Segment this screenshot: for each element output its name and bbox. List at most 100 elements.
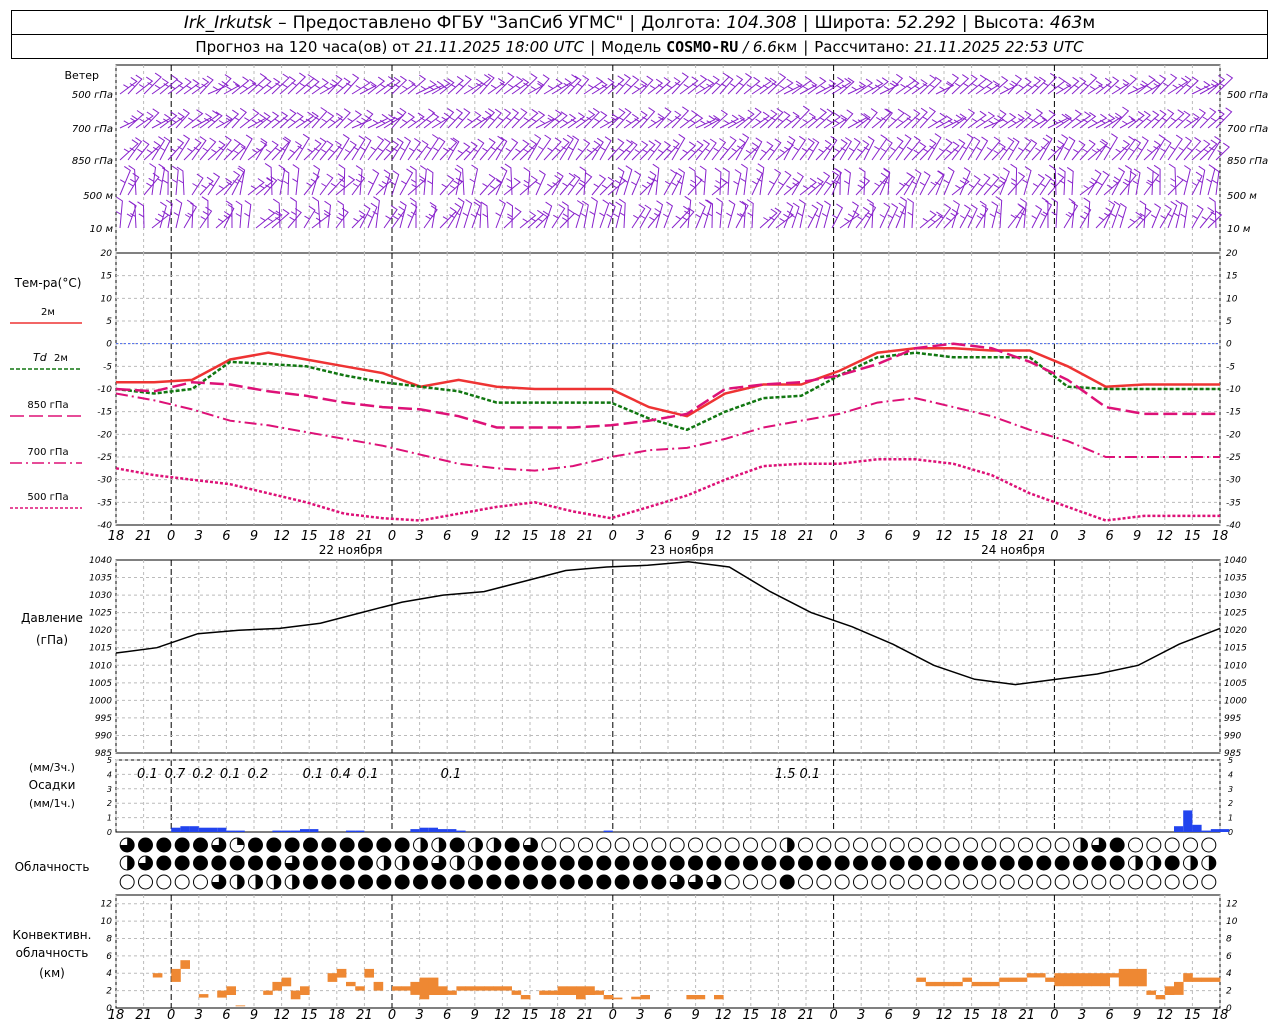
wind-barb [1159,204,1172,229]
wind-barb [702,199,712,229]
cloud-cover-symbol [1164,874,1180,890]
cloud-circle [1054,874,1070,890]
cloud-cover-symbol [229,874,245,890]
wind-barb [639,107,656,129]
temp-hour-tick-label: 12 [273,529,290,544]
conv-hour-tick-label: 21 [135,1008,152,1023]
wind-barb [622,165,633,196]
cloud-cover-symbol [1036,837,1052,853]
cloud-circle [871,855,887,871]
wind-barb [335,207,349,229]
cloud-cover-symbol [633,855,648,871]
conv-hour-tick-label: 12 [1157,1008,1174,1023]
wind-barb [151,136,166,161]
latitude-label: Широта: [814,12,891,33]
wind-barb [722,167,730,196]
wind-barb [887,203,899,229]
cloud-three-quarter [431,856,446,871]
computed-time: 21.11.2025 22:53 UTC [914,37,1084,56]
conv-cloud-bar [612,997,623,1000]
cloud-circle [743,855,758,871]
conv-hour-tick-label: 3 [636,1008,644,1023]
temp-ytick-label-right: -20 [1226,430,1241,440]
wind-barb [739,200,747,229]
wind-barb [171,165,179,196]
wind-barb [399,136,412,161]
cloud-circle [559,855,575,871]
cloud-half [1153,856,1161,871]
conv-cloud-bar [980,981,991,987]
wind-barb [719,114,740,129]
cloud-circle [761,855,777,871]
cloud-cover-symbol [743,874,758,890]
wind-barb [263,77,281,95]
wind-barb [815,79,837,95]
cloud-cover-symbol [834,874,850,890]
cloud-cover-symbol [1164,855,1180,871]
wind-barb [1095,138,1109,161]
cloud-cover-symbol [614,837,630,853]
wind-barb [735,72,753,95]
wind-barb [543,137,562,161]
wind-barb [895,202,906,229]
cloud-circle [211,855,227,871]
pressure-ytick-label-right: 1035 [1224,574,1247,584]
precip-ytick-label-right: 2 [1228,799,1233,808]
conv-cloud-bar [1045,977,1055,982]
wind-barb [951,113,967,129]
cloud-cover-symbol [1128,837,1143,853]
cloud-cover-symbol [303,874,318,890]
cloud-cover-symbol [963,874,978,890]
wind-barb [959,167,971,196]
wind-barb [431,137,446,161]
cloud-half [475,838,483,853]
wind-barb [911,169,922,196]
cloud-cover-symbol [669,874,685,890]
header-forecast-line: Прогноз на 120 часа(ов) от 21.11.2025 18… [11,34,1268,59]
wind-barb [207,111,223,129]
cloud-circle [413,874,428,890]
wind-barb [727,114,746,129]
wind-barb [799,138,815,161]
wind-barb [1079,177,1099,196]
wind-barb [647,78,664,95]
wind-barb [535,74,550,95]
wind-barb [895,112,912,129]
cloud-cover-symbol [688,837,703,853]
temp-hour-tick-label: 21 [798,529,815,544]
wind-barb [1015,204,1026,229]
wind-barb [176,166,185,196]
pressure-ytick-label-right: 1025 [1224,609,1247,619]
wind-barb [1119,74,1138,95]
cloud-circle [761,874,777,890]
wind-barb [775,110,791,129]
wind-barb [453,168,462,196]
wind-barb [662,201,674,229]
wind-barb [751,111,770,129]
wind-barb [1071,140,1086,161]
conv-cloud-bar [484,986,494,991]
wind-barb [1199,139,1218,161]
wind-barb [1207,109,1225,129]
wind-barb [879,108,894,129]
wind-barb [327,173,345,196]
wind-barb [1159,138,1172,161]
wind-barb [454,197,465,229]
wind-barb [1023,76,1042,95]
temp-hour-tick-label: 0 [388,529,396,544]
wind-barb [1007,74,1023,95]
cloud-cover-symbol [926,837,942,853]
conv-cloud-bar [511,990,522,995]
cloud-circle [633,837,648,853]
longitude-label: Долгота: [641,12,722,33]
precip-ytick-label-left: 2 [107,799,112,808]
wind-barb [775,140,795,161]
conv-ytick-label-right: 2 [1226,987,1232,997]
wind-barb [858,167,866,196]
wind-barb [231,76,250,95]
conv-cloud-bar [447,990,457,995]
precip-bar [309,829,319,832]
wind-barb [814,201,824,229]
wind-barb [751,137,763,161]
temp-hour-tick-label: 21 [135,529,152,544]
